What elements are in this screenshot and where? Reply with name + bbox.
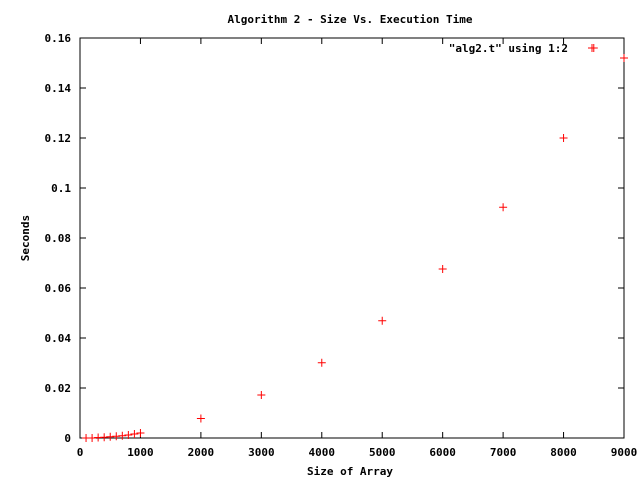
legend: "alg2.t" using 1:2 [449, 42, 596, 55]
x-tick-label: 3000 [248, 446, 275, 459]
x-tick-label: 5000 [369, 446, 396, 459]
y-axis: 0 0.02 0.04 0.06 0.08 0.1 0.12 0.14 0.16 [45, 32, 624, 445]
data-point [130, 430, 139, 438]
data-point [136, 429, 145, 437]
data-point [620, 54, 628, 62]
x-tick-label: 8000 [550, 446, 577, 459]
x-tick-label: 0 [77, 446, 84, 459]
data-point [499, 203, 508, 212]
x-tick-label: 7000 [490, 446, 517, 459]
data-point [589, 44, 598, 52]
y-tick-label: 0.1 [51, 182, 71, 195]
data-point [257, 391, 266, 399]
y-tick-label: 0.16 [45, 32, 72, 45]
data-point [317, 358, 326, 367]
y-axis-label: Seconds [19, 215, 32, 261]
x-tick-label: 9000 [611, 446, 638, 459]
y-tick-label: 0.06 [45, 282, 72, 295]
data-point [438, 265, 447, 273]
x-axis-label: Size of Array [307, 465, 393, 478]
data-point [118, 431, 127, 440]
y-tick-label: 0.08 [45, 232, 72, 245]
data-point [559, 134, 568, 142]
y-tick-label: 0.12 [45, 132, 72, 145]
chart-title: Algorithm 2 - Size Vs. Execution Time [227, 13, 472, 26]
x-axis: 0 1000 2000 3000 4000 5000 6000 7000 8000 9000 [77, 38, 638, 459]
data-point [124, 431, 133, 439]
plot-frame [79, 37, 625, 439]
x-tick-label: 2000 [188, 446, 215, 459]
x-tick-label: 6000 [429, 446, 456, 459]
data-points [82, 44, 628, 442]
data-point [196, 414, 205, 423]
y-tick-label: 0 [64, 432, 71, 445]
x-tick-label: 4000 [309, 446, 336, 459]
y-tick-label: 0.04 [45, 332, 72, 345]
x-tick-label: 1000 [127, 446, 154, 459]
y-tick-label: 0.02 [45, 382, 72, 395]
legend-label: "alg2.t" using 1:2 [449, 42, 568, 55]
y-tick-label: 0.14 [45, 82, 72, 95]
data-point [378, 316, 387, 325]
